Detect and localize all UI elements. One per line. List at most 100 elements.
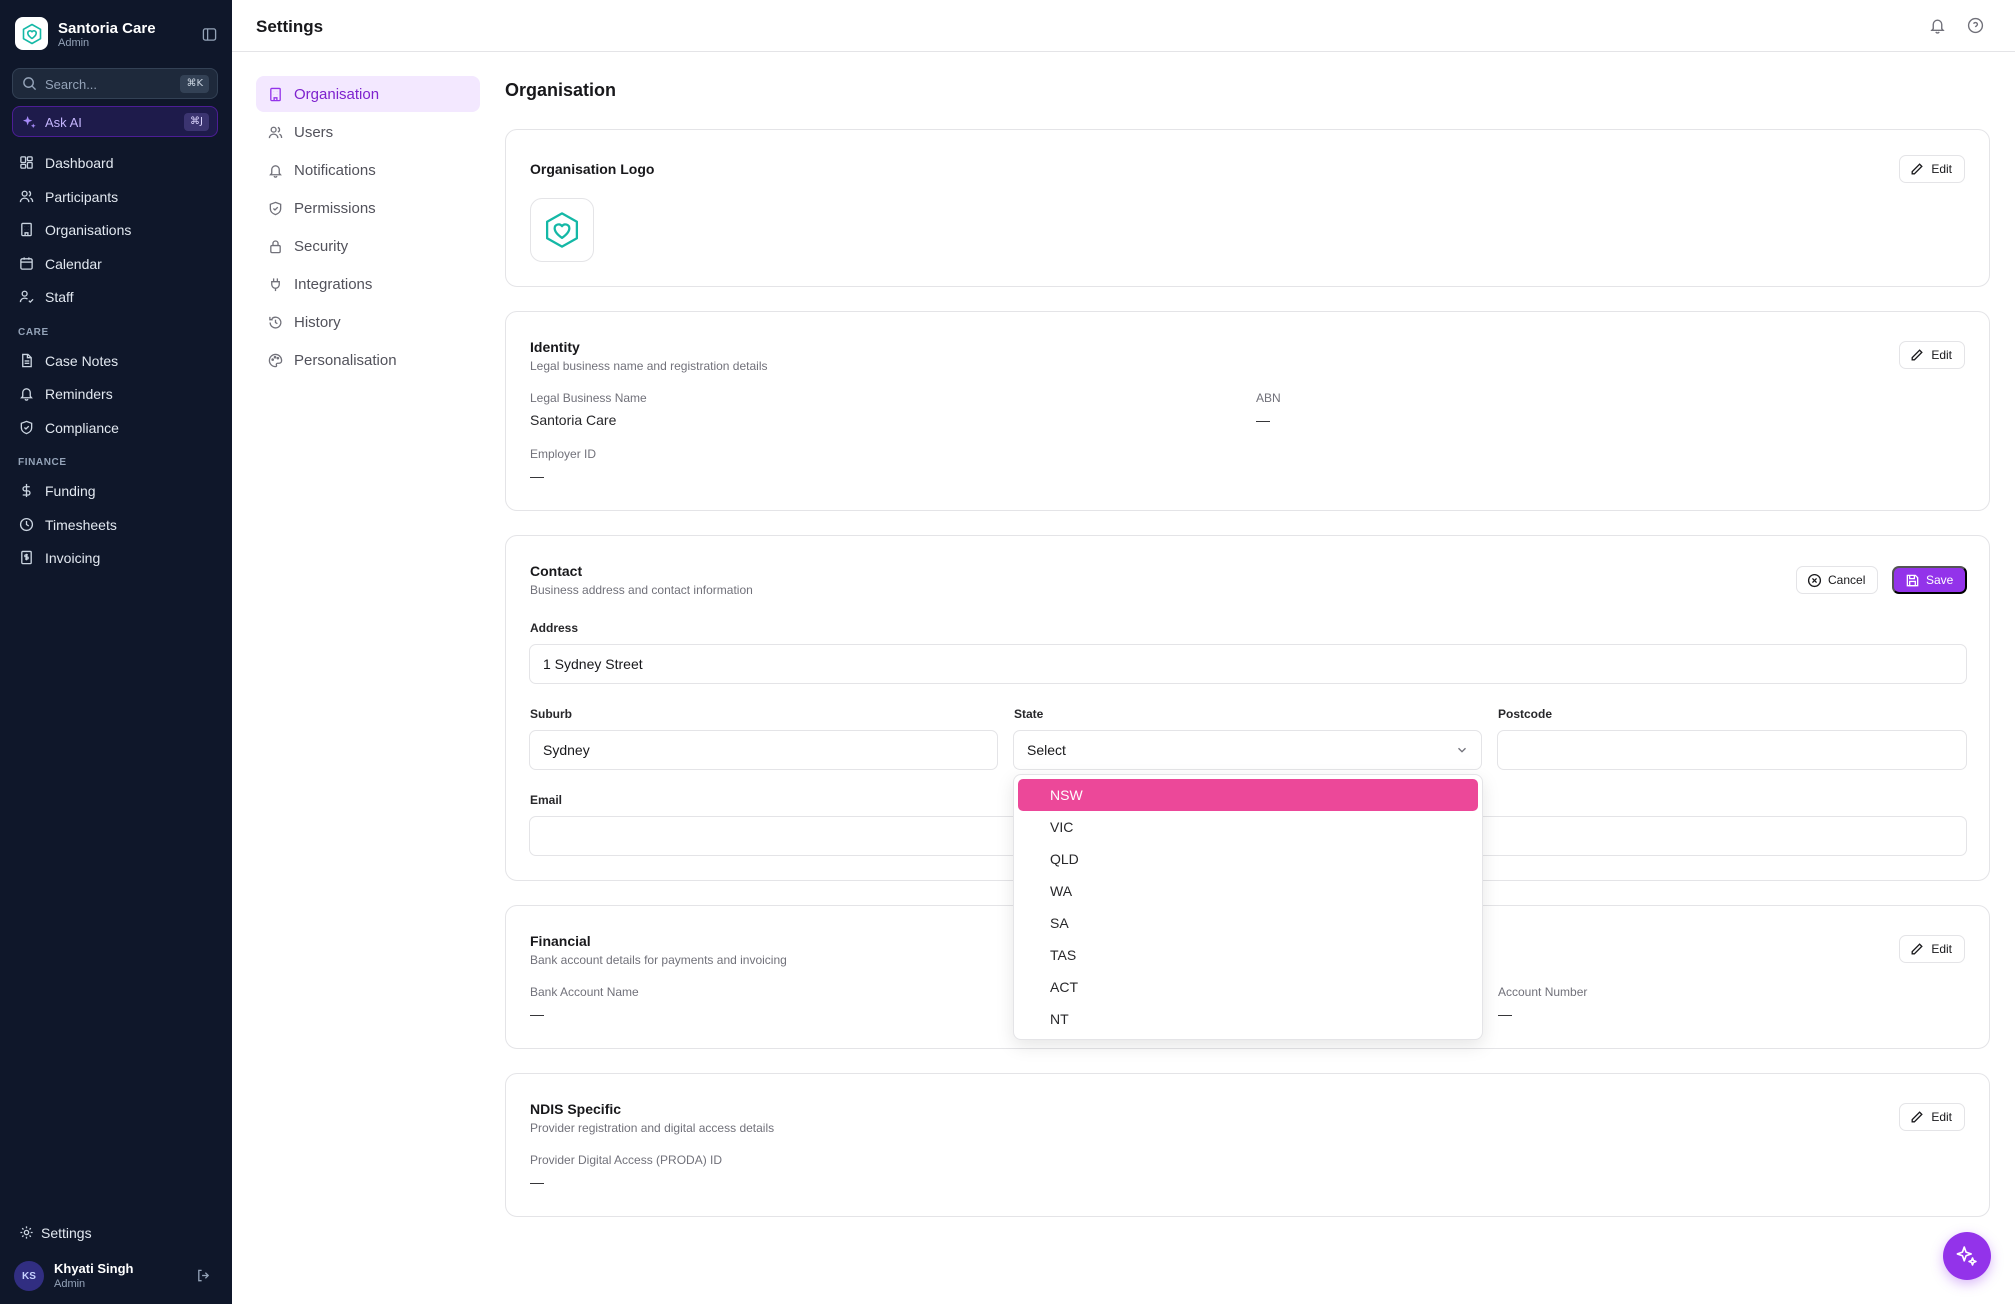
sidebar-item-label: Funding (45, 483, 96, 499)
logout-button[interactable] (196, 1268, 211, 1288)
state-option-qld[interactable]: QLD (1050, 851, 1079, 867)
sidebar-search[interactable]: Search... ⌘K (12, 68, 218, 99)
heart-hexagon-icon (545, 212, 579, 248)
state-option-sa[interactable]: SA (1050, 915, 1069, 931)
card-title: Identity (530, 339, 580, 355)
bell-icon (20, 388, 33, 401)
settings-nav-label: Users (294, 124, 334, 141)
chevron-down-icon (1458, 747, 1466, 753)
sidebar-collapse-button[interactable] (200, 25, 218, 43)
sidebar-item-organisations[interactable]: Organisations (12, 214, 218, 244)
ask-ai-shortcut: ⌘J (184, 113, 209, 131)
brand-role: Admin (58, 37, 90, 49)
employer-id-value: — (530, 468, 544, 484)
dollar-icon (22, 483, 31, 498)
settings-nav-personalisation[interactable]: Personalisation (256, 342, 480, 378)
edit-identity-button[interactable]: Edit (1899, 341, 1965, 369)
users-icon (268, 126, 283, 139)
edit-label: Edit (1931, 942, 1952, 956)
sidebar-item-timesheets[interactable]: Timesheets (12, 509, 218, 539)
settings-nav-users[interactable]: Users (256, 114, 480, 150)
sidebar-item-calendar[interactable]: Calendar (12, 248, 218, 278)
section-heading: Organisation (505, 80, 617, 100)
settings-nav-history[interactable]: History (256, 304, 480, 340)
state-label: State (1014, 707, 1044, 721)
gear-icon (20, 1226, 33, 1239)
state-option-nsw[interactable]: NSW (1018, 779, 1478, 811)
sidebar-item-case-notes[interactable]: Case Notes (12, 345, 218, 375)
clock-icon (19, 517, 34, 532)
suburb-input[interactable]: Sydney (529, 730, 998, 770)
settings-nav-label: Organisation (294, 86, 380, 103)
dashboard-icon (20, 156, 33, 169)
edit-ndis-button[interactable]: Edit (1899, 1103, 1965, 1131)
sidebar-item-staff[interactable]: Staff (12, 281, 218, 311)
settings-nav-label: Security (294, 238, 349, 255)
card-subtitle: Bank account details for payments and in… (530, 953, 787, 967)
bell-icon (1930, 19, 1945, 34)
state-select-value: Select (1027, 742, 1066, 758)
pencil-icon (1911, 1111, 1924, 1123)
suburb-label: Suburb (530, 707, 572, 721)
ask-ai-button[interactable]: Ask AI ⌘J (12, 106, 218, 137)
ai-assistant-button[interactable] (1943, 1232, 1991, 1280)
state-option-nt[interactable]: NT (1050, 1011, 1069, 1027)
calendar-icon (20, 257, 33, 270)
settings-nav-integrations[interactable]: Integrations (256, 266, 480, 302)
staff-icon (19, 290, 34, 304)
state-option-vic[interactable]: VIC (1050, 819, 1074, 835)
edit-label: Edit (1931, 348, 1952, 362)
shield-icon (20, 420, 33, 435)
settings-nav-permissions[interactable]: Permissions (256, 190, 480, 226)
sidebar-item-invoicing[interactable]: Invoicing (12, 542, 218, 572)
history-icon (269, 316, 282, 329)
card-subtitle: Business address and contact information (530, 583, 753, 597)
sidebar-item-participants[interactable]: Participants (12, 181, 218, 211)
sidebar-item-funding[interactable]: Funding (12, 475, 218, 505)
save-label: Save (1926, 573, 1954, 587)
sidebar-item-compliance[interactable]: Compliance (12, 412, 218, 442)
sidebar-item-label: Timesheets (45, 517, 117, 533)
user-profile[interactable]: KS Khyati Singh Admin (14, 1258, 218, 1292)
address-label: Address (530, 621, 579, 635)
sidebar-item-label: Participants (45, 189, 119, 205)
notifications-button[interactable] (1929, 17, 1946, 39)
brand-logo[interactable] (15, 17, 48, 50)
page-title: Settings (256, 17, 324, 36)
sidebar-item-dashboard[interactable]: Dashboard (12, 147, 218, 177)
sidebar-item-label: Invoicing (45, 550, 101, 566)
edit-financial-button[interactable]: Edit (1899, 935, 1965, 963)
card-title: Organisation Logo (530, 161, 655, 177)
state-option-act[interactable]: ACT (1050, 979, 1078, 995)
settings-nav-organisation[interactable]: Organisation (256, 76, 480, 112)
sidebar-item-reminders[interactable]: Reminders (12, 378, 218, 408)
settings-nav-label: Permissions (294, 200, 376, 217)
users-icon (19, 190, 34, 203)
state-option-tas[interactable]: TAS (1050, 947, 1077, 963)
user-role: Admin (54, 1278, 86, 1290)
sidebar-item-settings[interactable]: Settings (12, 1217, 218, 1247)
search-shortcut: ⌘K (180, 75, 209, 93)
settings-nav-security[interactable]: Security (256, 228, 480, 264)
logout-icon (198, 1269, 210, 1282)
edit-logo-button[interactable]: Edit (1899, 155, 1965, 183)
state-dropdown: NSW VIC QLD WA SA TAS ACT NT (1013, 774, 1483, 1040)
postcode-input[interactable] (1497, 730, 1967, 770)
settings-nav-notifications[interactable]: Notifications (256, 152, 480, 188)
sidebar-item-label: Reminders (45, 386, 113, 402)
help-button[interactable] (1967, 17, 1984, 39)
state-select[interactable]: Select (1013, 730, 1482, 770)
state-option-wa[interactable]: WA (1050, 883, 1073, 899)
close-circle-icon (1807, 573, 1822, 587)
account-number-label: Account Number (1498, 985, 1588, 999)
sidebar-item-label: Staff (45, 289, 74, 305)
address-input[interactable]: 1 Sydney Street (529, 644, 1967, 684)
email-label: Email (530, 793, 563, 807)
cancel-button[interactable]: Cancel (1796, 566, 1879, 594)
ndis-card: NDIS Specific Provider registration and … (505, 1073, 1990, 1217)
settings-nav-label: Personalisation (294, 352, 397, 369)
search-icon (23, 77, 37, 91)
notes-icon (22, 353, 32, 368)
save-button[interactable]: Save (1892, 566, 1968, 594)
edit-label: Edit (1931, 1110, 1952, 1124)
